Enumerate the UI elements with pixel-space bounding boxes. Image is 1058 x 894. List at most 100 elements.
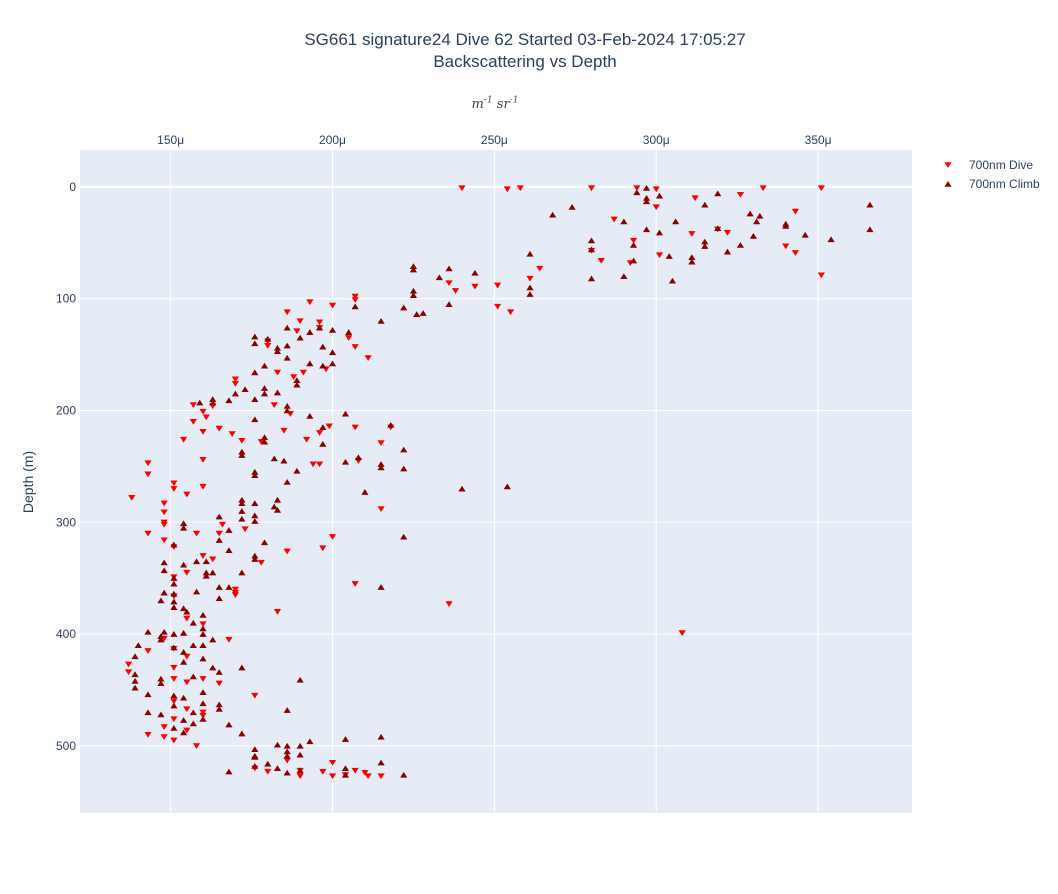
climb-point: [179, 629, 188, 636]
climb-point: [341, 765, 350, 771]
climb-point: [260, 362, 269, 369]
climb-point: [192, 558, 201, 565]
dive-point: [170, 486, 178, 492]
climb-point: [199, 700, 207, 707]
dive-point: [351, 767, 359, 774]
climb-point: [215, 537, 223, 543]
dive-point: [306, 299, 314, 306]
climb-point: [655, 229, 664, 236]
climb-point: [170, 575, 178, 581]
climb-point: [179, 694, 188, 701]
climb-point: [283, 478, 291, 485]
climb-point: [341, 410, 350, 417]
dive-point: [199, 483, 207, 490]
climb-point: [170, 692, 178, 699]
climb-point: [714, 190, 722, 197]
dive-point: [299, 369, 307, 376]
dive-point: [536, 265, 544, 272]
climb-point: [736, 241, 745, 248]
climb-point: [131, 671, 139, 678]
climb-point: [672, 218, 680, 225]
dive-point: [251, 692, 259, 699]
dive-point: [351, 293, 359, 300]
climb-point: [209, 664, 217, 671]
dive-point: [170, 676, 178, 682]
dive-point: [759, 185, 767, 192]
dive-point: [610, 216, 618, 223]
dive-point: [170, 716, 178, 723]
climb-point: [827, 236, 835, 243]
climb-point: [131, 684, 139, 691]
climb-point: [225, 527, 233, 533]
legend-item[interactable]: 700nm Climb: [944, 177, 1040, 191]
dive-point: [688, 231, 696, 237]
data-points: [124, 184, 874, 780]
dive-point: [315, 430, 324, 436]
dive-point: [183, 615, 191, 622]
dive-point: [319, 768, 327, 775]
climb-point: [328, 360, 337, 367]
dive-point: [736, 192, 745, 198]
climb-point: [160, 589, 168, 596]
climb-point: [170, 590, 178, 597]
climb-point: [199, 612, 207, 618]
climb-point: [409, 266, 418, 273]
climb-point: [306, 360, 314, 367]
climb-point: [215, 701, 223, 708]
climb-point: [280, 457, 288, 464]
legend-marker-icon: [944, 162, 952, 169]
climb-point: [782, 220, 790, 227]
dive-point: [283, 548, 291, 555]
dive-point: [144, 648, 152, 654]
dive-point: [218, 521, 227, 528]
dive-point: [328, 534, 337, 540]
climb-point: [273, 344, 282, 351]
y-tick-label: 200: [56, 404, 76, 418]
climb-point: [413, 311, 421, 318]
climb-point: [503, 483, 511, 490]
climb-point: [251, 512, 259, 519]
dive-point: [128, 495, 136, 501]
climb-point: [131, 678, 139, 684]
climb-point: [471, 269, 479, 276]
climb-point: [400, 771, 408, 778]
legend-item[interactable]: 700nm Dive: [944, 158, 1033, 172]
climb-point: [179, 605, 188, 612]
climb-point: [170, 580, 178, 587]
legend[interactable]: 700nm Dive 700nm Climb: [944, 158, 1040, 191]
dive-point: [199, 713, 207, 719]
legend-label: 700nm Dive: [969, 158, 1033, 172]
chart-subtitle: Backscattering vs Depth: [433, 52, 617, 71]
climb-point: [189, 720, 197, 727]
climb-point: [296, 334, 304, 341]
dive-point: [351, 581, 359, 587]
climb-point: [377, 733, 385, 740]
climb-point: [306, 413, 314, 419]
climb-point: [170, 724, 178, 731]
dive-point: [241, 526, 249, 533]
dive-point: [283, 757, 291, 764]
dive-point: [506, 309, 515, 316]
dive-point: [328, 759, 337, 766]
x-tick-label: 150μ: [157, 133, 184, 147]
x-axis-label: m-1 sr-1: [380, 96, 610, 112]
dive-point: [199, 621, 207, 628]
climb-point: [199, 631, 207, 637]
y-tick-label: 0: [69, 180, 76, 194]
dive-point: [633, 185, 641, 192]
dive-point: [791, 208, 800, 215]
climb-point: [189, 619, 197, 626]
dive-point: [144, 471, 152, 478]
dive-point: [192, 530, 201, 537]
dive-point: [328, 302, 337, 309]
climb-point: [241, 386, 249, 392]
climb-point: [251, 369, 259, 376]
climb-point: [179, 561, 188, 568]
dive-point: [345, 335, 353, 341]
climb-point: [189, 673, 197, 680]
dive-point: [257, 439, 265, 445]
climb-point: [409, 263, 418, 269]
climb-point: [179, 524, 188, 531]
dive-point: [678, 630, 686, 637]
